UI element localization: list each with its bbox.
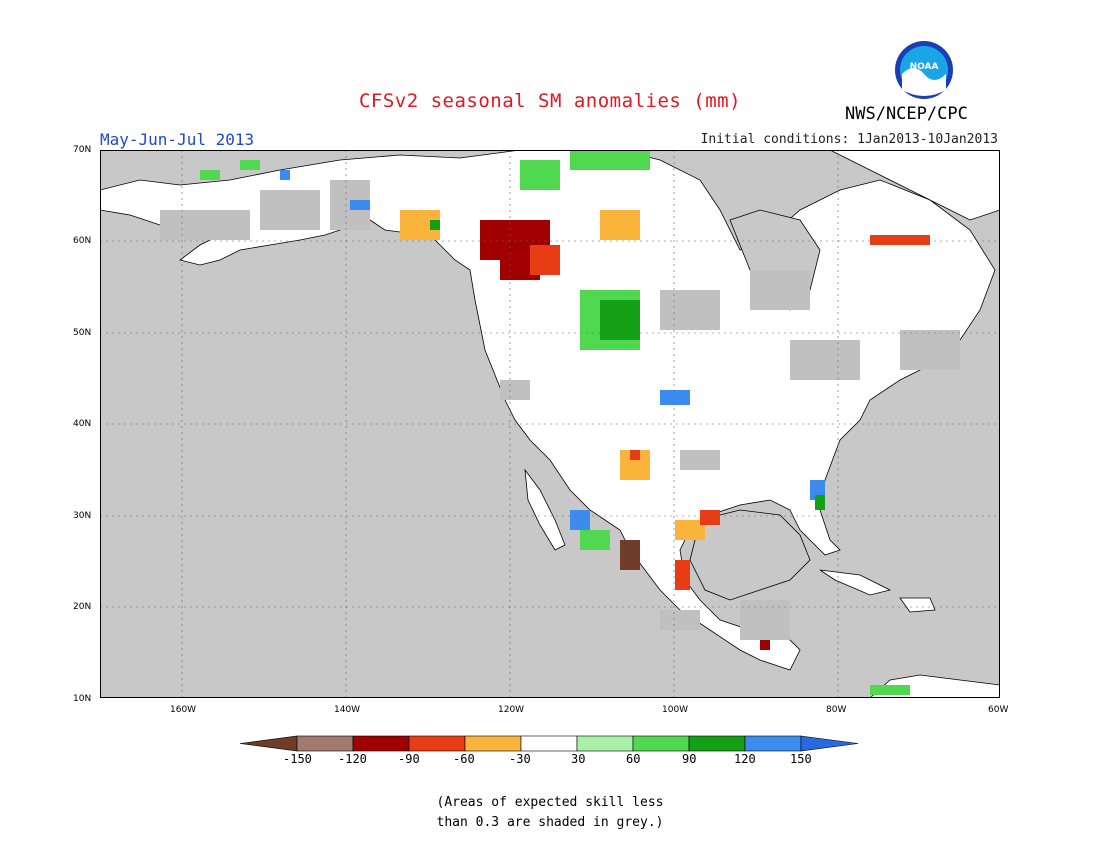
noaa-logo: NOAA [895, 41, 953, 99]
colorbar-label: -120 [338, 752, 367, 766]
gulf-of-mexico [689, 509, 811, 601]
footnote-line-1: (Areas of expected skill less [436, 795, 664, 810]
initial-conditions-label: Initial conditions: 1Jan2013-10Jan2013 [700, 132, 998, 147]
colorbar-label: 30 [571, 752, 586, 766]
lat-label-20n: 20N [73, 602, 92, 612]
map-frame [100, 150, 1000, 698]
map-title: CFSv2 seasonal SM anomalies (mm) [358, 90, 742, 112]
organization-label: NWS/NCEP/CPC [845, 104, 968, 124]
colorbar-label: -90 [398, 752, 420, 766]
colorbar-swatch [688, 735, 746, 752]
colorbar-swatch [744, 735, 802, 752]
lat-label-10n: 10N [73, 694, 92, 704]
lon-label-120w: 120W [498, 705, 525, 715]
lat-label-60n: 60N [73, 236, 92, 246]
lon-label-100w: 100W [662, 705, 689, 715]
colorbar-label: -30 [509, 752, 531, 766]
colorbar-swatches [240, 735, 859, 752]
colorbar-swatch [408, 735, 466, 752]
colorbar-label: 90 [682, 752, 697, 766]
colorbar-label: 60 [626, 752, 641, 766]
lat-label-40n: 40N [73, 419, 92, 429]
season-label: May-Jun-Jul 2013 [100, 130, 255, 149]
graticule [100, 150, 1000, 698]
colorbar-arrow-left [240, 735, 298, 752]
colorbar-label: 150 [790, 752, 812, 766]
lon-label-160w: 160W [170, 705, 197, 715]
colorbar-swatch [632, 735, 690, 752]
greenland-land [829, 150, 1000, 221]
colorbar-swatch [576, 735, 634, 752]
lat-label-30n: 30N [73, 511, 92, 521]
anomaly-map [100, 150, 1000, 698]
lon-label-60w: 60W [988, 705, 1009, 715]
colorbar-swatch [296, 735, 354, 752]
lat-label-70n: 70N [73, 145, 92, 155]
colorbar-swatch [352, 735, 410, 752]
cuba [819, 569, 892, 596]
footnote: (Areas of expected skill less than 0.3 a… [0, 793, 1100, 833]
lon-label-80w: 80W [826, 705, 847, 715]
hispaniola [899, 597, 936, 613]
colorbar-label: 120 [734, 752, 756, 766]
anomaly-cells [160, 150, 960, 695]
colorbar-swatch [464, 735, 522, 752]
lat-label-50n: 50N [73, 328, 92, 338]
footnote-line-2: than 0.3 are shaded in grey.) [436, 815, 664, 830]
colorbar [240, 735, 859, 752]
colorbar-label: -60 [453, 752, 475, 766]
colorbar-arrow-right [800, 735, 859, 752]
logo-text: NOAA [910, 62, 939, 72]
colorbar-swatch [520, 735, 578, 752]
baja-peninsula [524, 468, 566, 551]
colorbar-label: -150 [283, 752, 312, 766]
lon-label-140w: 140W [334, 705, 361, 715]
